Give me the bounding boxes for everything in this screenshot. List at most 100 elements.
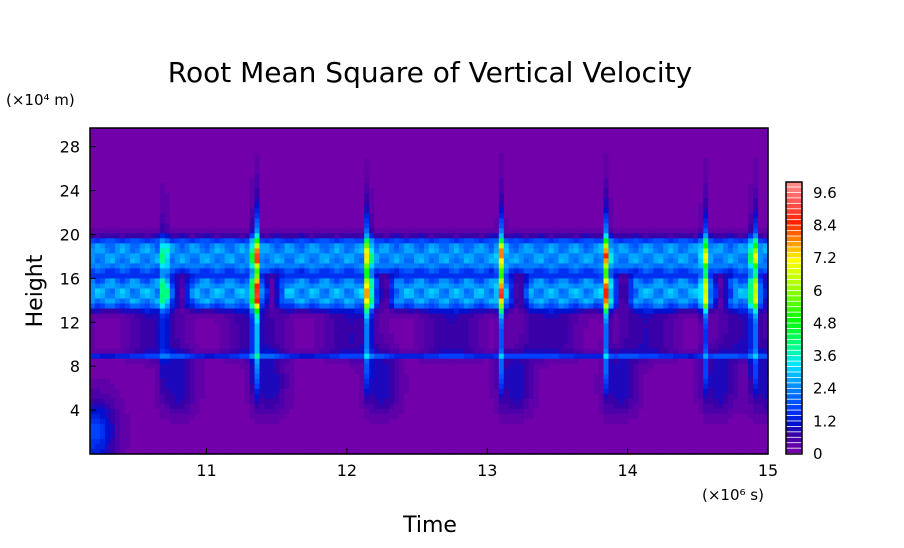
heatmap-cell: [324, 263, 330, 270]
heatmap-cell: [523, 188, 530, 194]
heatmap-cell: [693, 163, 699, 169]
heatmap-cell: [249, 233, 256, 239]
heatmap-cell: [573, 153, 580, 159]
heatmap-cell: [758, 148, 764, 154]
heatmap-cell: [389, 178, 395, 184]
heatmap-cell: [548, 278, 555, 285]
heatmap-cell: [404, 188, 410, 194]
heatmap-cell: [703, 248, 709, 254]
heatmap-cell: [473, 133, 480, 139]
heatmap-cell: [488, 303, 495, 310]
heatmap-cell: [339, 253, 345, 259]
heatmap-cell: [254, 253, 261, 259]
heatmap-cell: [299, 293, 305, 300]
heatmap-cell: [429, 178, 435, 184]
heatmap-cell: [643, 268, 649, 275]
heatmap-cell: [713, 138, 719, 144]
heatmap-cell: [214, 178, 221, 184]
heatmap-cell: [429, 153, 435, 159]
heatmap-cell: [174, 303, 181, 310]
heatmap-cell: [189, 143, 196, 149]
heatmap-cell: [164, 283, 171, 290]
heatmap-cell: [119, 258, 126, 265]
heatmap-cell: [199, 293, 206, 300]
heatmap-cell: [364, 248, 370, 254]
heatmap-cell: [339, 303, 345, 310]
heatmap-cell: [578, 293, 585, 300]
heatmap-cell: [563, 178, 570, 184]
heatmap-cell: [623, 153, 630, 159]
heatmap-cell: [723, 143, 729, 149]
heatmap-cell: [139, 188, 146, 194]
heatmap-cell: [209, 278, 216, 285]
heatmap-cell: [548, 183, 555, 189]
heatmap-cell: [274, 203, 281, 209]
heatmap-cell: [204, 213, 211, 219]
heatmap-cell: [593, 173, 600, 179]
heatmap-cell: [683, 168, 689, 174]
heatmap-cell: [239, 213, 246, 219]
heatmap-cell: [548, 273, 555, 280]
heatmap-cell: [289, 148, 295, 154]
heatmap-cell: [718, 293, 724, 300]
heatmap-cell: [164, 128, 171, 134]
heatmap-cell: [448, 133, 455, 139]
heatmap-cell: [114, 203, 121, 209]
heatmap-cell: [294, 198, 300, 204]
heatmap-cell: [229, 298, 236, 305]
heatmap-cell: [424, 253, 430, 259]
heatmap-cell: [404, 223, 410, 229]
heatmap-cell: [753, 163, 759, 169]
heatmap-cell: [129, 253, 136, 259]
heatmap-cell: [738, 183, 744, 189]
heatmap-cell: [199, 198, 206, 204]
heatmap-cell: [209, 243, 216, 249]
heatmap-cell: [429, 273, 435, 280]
heatmap-cell: [224, 303, 231, 310]
heatmap-cell: [733, 293, 739, 300]
heatmap-cell: [573, 298, 580, 305]
heatmap-cell: [508, 308, 515, 315]
heatmap-cell: [349, 143, 355, 149]
heatmap-cell: [339, 158, 345, 164]
heatmap-cell: [409, 208, 415, 214]
heatmap-cell: [593, 213, 600, 219]
heatmap-cell: [384, 278, 390, 285]
heatmap-cell: [269, 248, 276, 254]
heatmap-cell: [658, 258, 664, 265]
heatmap-cell: [189, 148, 196, 154]
heatmap-cell: [538, 193, 545, 199]
heatmap-cell: [718, 198, 724, 204]
heatmap-cell: [189, 163, 196, 169]
heatmap-cell: [294, 273, 300, 280]
heatmap-cell: [578, 143, 585, 149]
heatmap-cell: [723, 298, 729, 305]
heatmap-cell: [708, 268, 714, 275]
heatmap-cell: [204, 253, 211, 259]
heatmap-cell: [179, 228, 186, 234]
heatmap-cell: [314, 308, 320, 315]
heatmap-cell: [633, 143, 639, 149]
heatmap-cell: [199, 248, 206, 254]
heatmap-cell: [319, 163, 325, 169]
heatmap-cell: [159, 153, 166, 159]
heatmap-cell: [109, 303, 116, 310]
heatmap-cell: [339, 233, 345, 239]
heatmap-cell: [668, 198, 674, 204]
heatmap-cell: [414, 213, 420, 219]
heatmap-cell: [154, 178, 161, 184]
heatmap-cell: [199, 138, 206, 144]
heatmap-cell: [149, 178, 156, 184]
heatmap-cell: [558, 138, 565, 144]
heatmap-cell: [698, 128, 704, 134]
heatmap-cell: [209, 308, 216, 315]
heatmap-cell: [224, 178, 231, 184]
heatmap-cell: [114, 298, 121, 305]
heatmap-cell: [109, 298, 116, 305]
heatmap-cell: [558, 163, 565, 169]
heatmap-cell: [628, 153, 634, 159]
heatmap-cell: [239, 138, 246, 144]
heatmap-cell: [528, 133, 535, 139]
heatmap-cell: [453, 173, 460, 179]
heatmap-cell: [728, 278, 734, 285]
